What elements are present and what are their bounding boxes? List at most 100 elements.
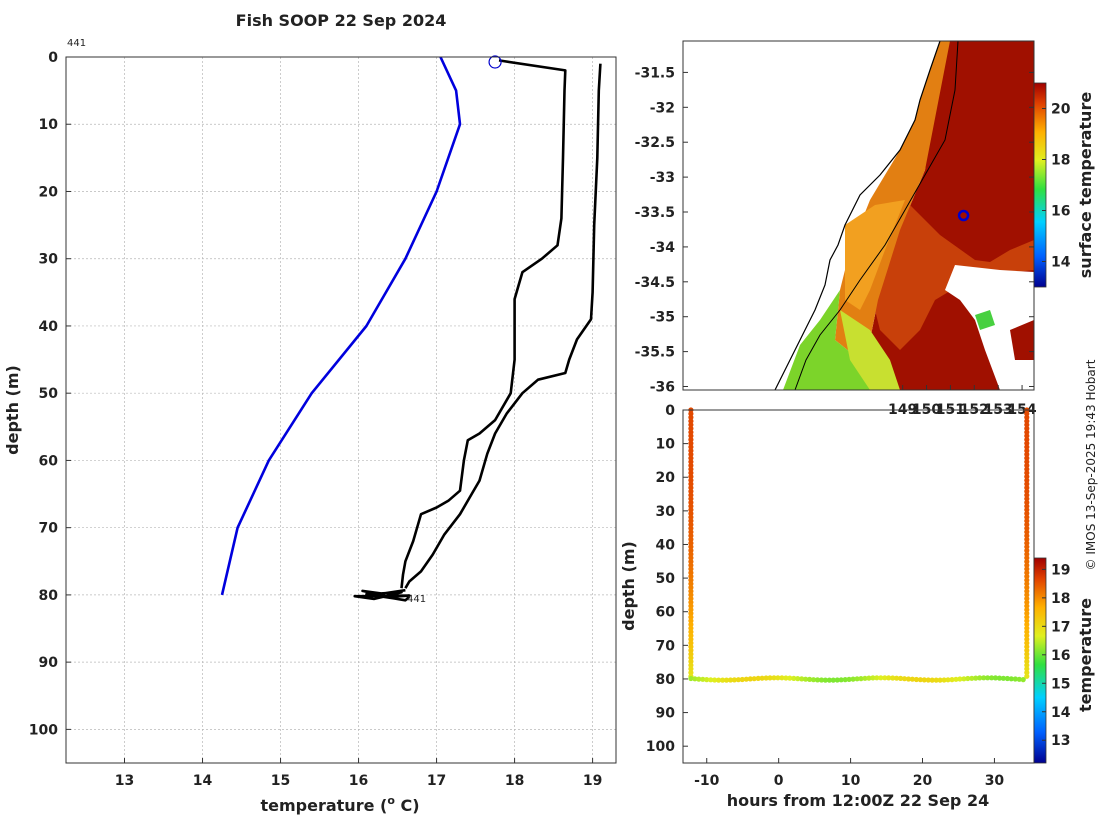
section-data-point [688, 607, 694, 613]
sst-colorbar-ticks: 14 16 18 20 [1042, 102, 1071, 271]
temperature-colorbar [1033, 557, 1047, 764]
section-data-point [992, 675, 999, 681]
profile-grid [66, 56, 616, 763]
section-data-point [985, 675, 991, 681]
section-x-tick-label: 0 [774, 773, 784, 789]
section-data-point [1024, 670, 1030, 676]
section-data-point [1012, 676, 1018, 682]
x-label-degree: o [387, 794, 395, 807]
profile-y-tick-label: 70 [39, 521, 59, 537]
section-data-point [688, 485, 694, 491]
section-data-point [1024, 433, 1030, 439]
section-data-point [822, 677, 829, 683]
profile-x-tick-label: 15 [271, 773, 290, 789]
section-data-point [814, 677, 821, 683]
section-data-point [688, 603, 694, 609]
section-data-point [1024, 629, 1030, 635]
section-data-point [1024, 462, 1030, 469]
section-data-point [917, 677, 924, 683]
section-data-point [977, 675, 983, 681]
top-left-annotation: 441 [67, 38, 86, 49]
nearshore-warm [845, 200, 905, 310]
section-data-point [712, 677, 718, 683]
sst-colorbar-tick-label: 16 [1051, 204, 1070, 220]
section-data-point [1024, 437, 1030, 443]
time-depth-frame [682, 409, 1035, 764]
land [683, 41, 940, 390]
section-data-point [1024, 481, 1030, 487]
temperature-colorbar-tick-label: 13 [1051, 733, 1070, 749]
section-data-point [688, 466, 694, 472]
section-data-point [688, 507, 694, 513]
section-data-point [1024, 459, 1030, 465]
map-y-tick-label: -33.5 [635, 205, 675, 221]
section-data-point [1024, 614, 1030, 620]
profile-y-tick-label: 60 [39, 453, 59, 469]
section-data-point [854, 676, 860, 682]
profile-axes-frame [65, 56, 617, 764]
section-data-point [688, 581, 694, 587]
section-data-point [688, 477, 694, 483]
section-data-point [890, 675, 896, 681]
temperature-colorbar-tick-label: 15 [1051, 676, 1070, 692]
section-y-tick-label: 50 [656, 571, 676, 587]
section-data-point [1024, 496, 1030, 502]
section-data-point [1024, 533, 1030, 539]
section-x-tick-label: 20 [913, 773, 933, 789]
section-data-point [1024, 503, 1030, 509]
section-data-point [834, 677, 840, 683]
profile-y-tick-label: 90 [39, 655, 59, 671]
section-data-point [1024, 518, 1030, 524]
section-data-point [688, 533, 694, 539]
section-data-point [996, 675, 1003, 681]
section-data-point [688, 618, 694, 624]
section-data-point [767, 675, 773, 681]
section-data-point [688, 525, 694, 531]
section-data-point [688, 470, 694, 476]
section-data-point [799, 676, 805, 682]
section-data-point [1024, 592, 1030, 598]
section-data-point [1024, 655, 1030, 661]
section-data-point [1024, 544, 1030, 550]
section-data-point [989, 675, 995, 681]
section-data-point [1024, 555, 1030, 561]
section-data-point [945, 677, 951, 683]
section-data-point [700, 676, 706, 682]
section-data-point [1024, 633, 1030, 639]
section-data-point [850, 676, 856, 682]
section-data-point [779, 675, 785, 681]
section-data-point [1024, 522, 1030, 528]
section-data-point [688, 414, 694, 420]
section-data-point [720, 677, 726, 683]
section-data-point [818, 677, 825, 683]
time-depth-x-ticks: -10 0 10 20 30 [694, 758, 1004, 789]
cool-patch [975, 310, 995, 330]
section-data-point [1024, 422, 1030, 428]
profile-x-label: temperature (o C) [260, 794, 419, 815]
map-y-tick-label: -32.5 [635, 135, 675, 151]
section-data-point [688, 566, 694, 572]
map-y-tick-label: -36 [650, 380, 675, 396]
section-data-point [688, 614, 694, 620]
section-data-point [1024, 440, 1030, 446]
section-data-point [1000, 675, 1007, 681]
section-data-point [688, 551, 694, 557]
section-data-point [909, 676, 916, 682]
section-data-point [1024, 429, 1030, 435]
section-data-point [692, 676, 698, 682]
section-data-point [688, 666, 694, 672]
section-data-point [688, 510, 694, 517]
section-data-point [1024, 644, 1030, 650]
sst-map-field [683, 41, 1034, 390]
section-data-point [830, 677, 836, 683]
section-data-point [1024, 570, 1030, 576]
section-data-point [1020, 677, 1026, 683]
section-y-tick-label: 10 [656, 437, 676, 453]
temperature-colorbar-ticks: 13 14 15 16 17 18 19 [1042, 562, 1071, 749]
profile-series [220, 55, 602, 602]
section-data-point [858, 676, 864, 682]
section-data-point [688, 588, 694, 594]
section-data-point [1024, 618, 1030, 624]
profile-x-tick-label: 17 [427, 773, 446, 789]
profile-series-bottom-loiter [353, 588, 411, 602]
